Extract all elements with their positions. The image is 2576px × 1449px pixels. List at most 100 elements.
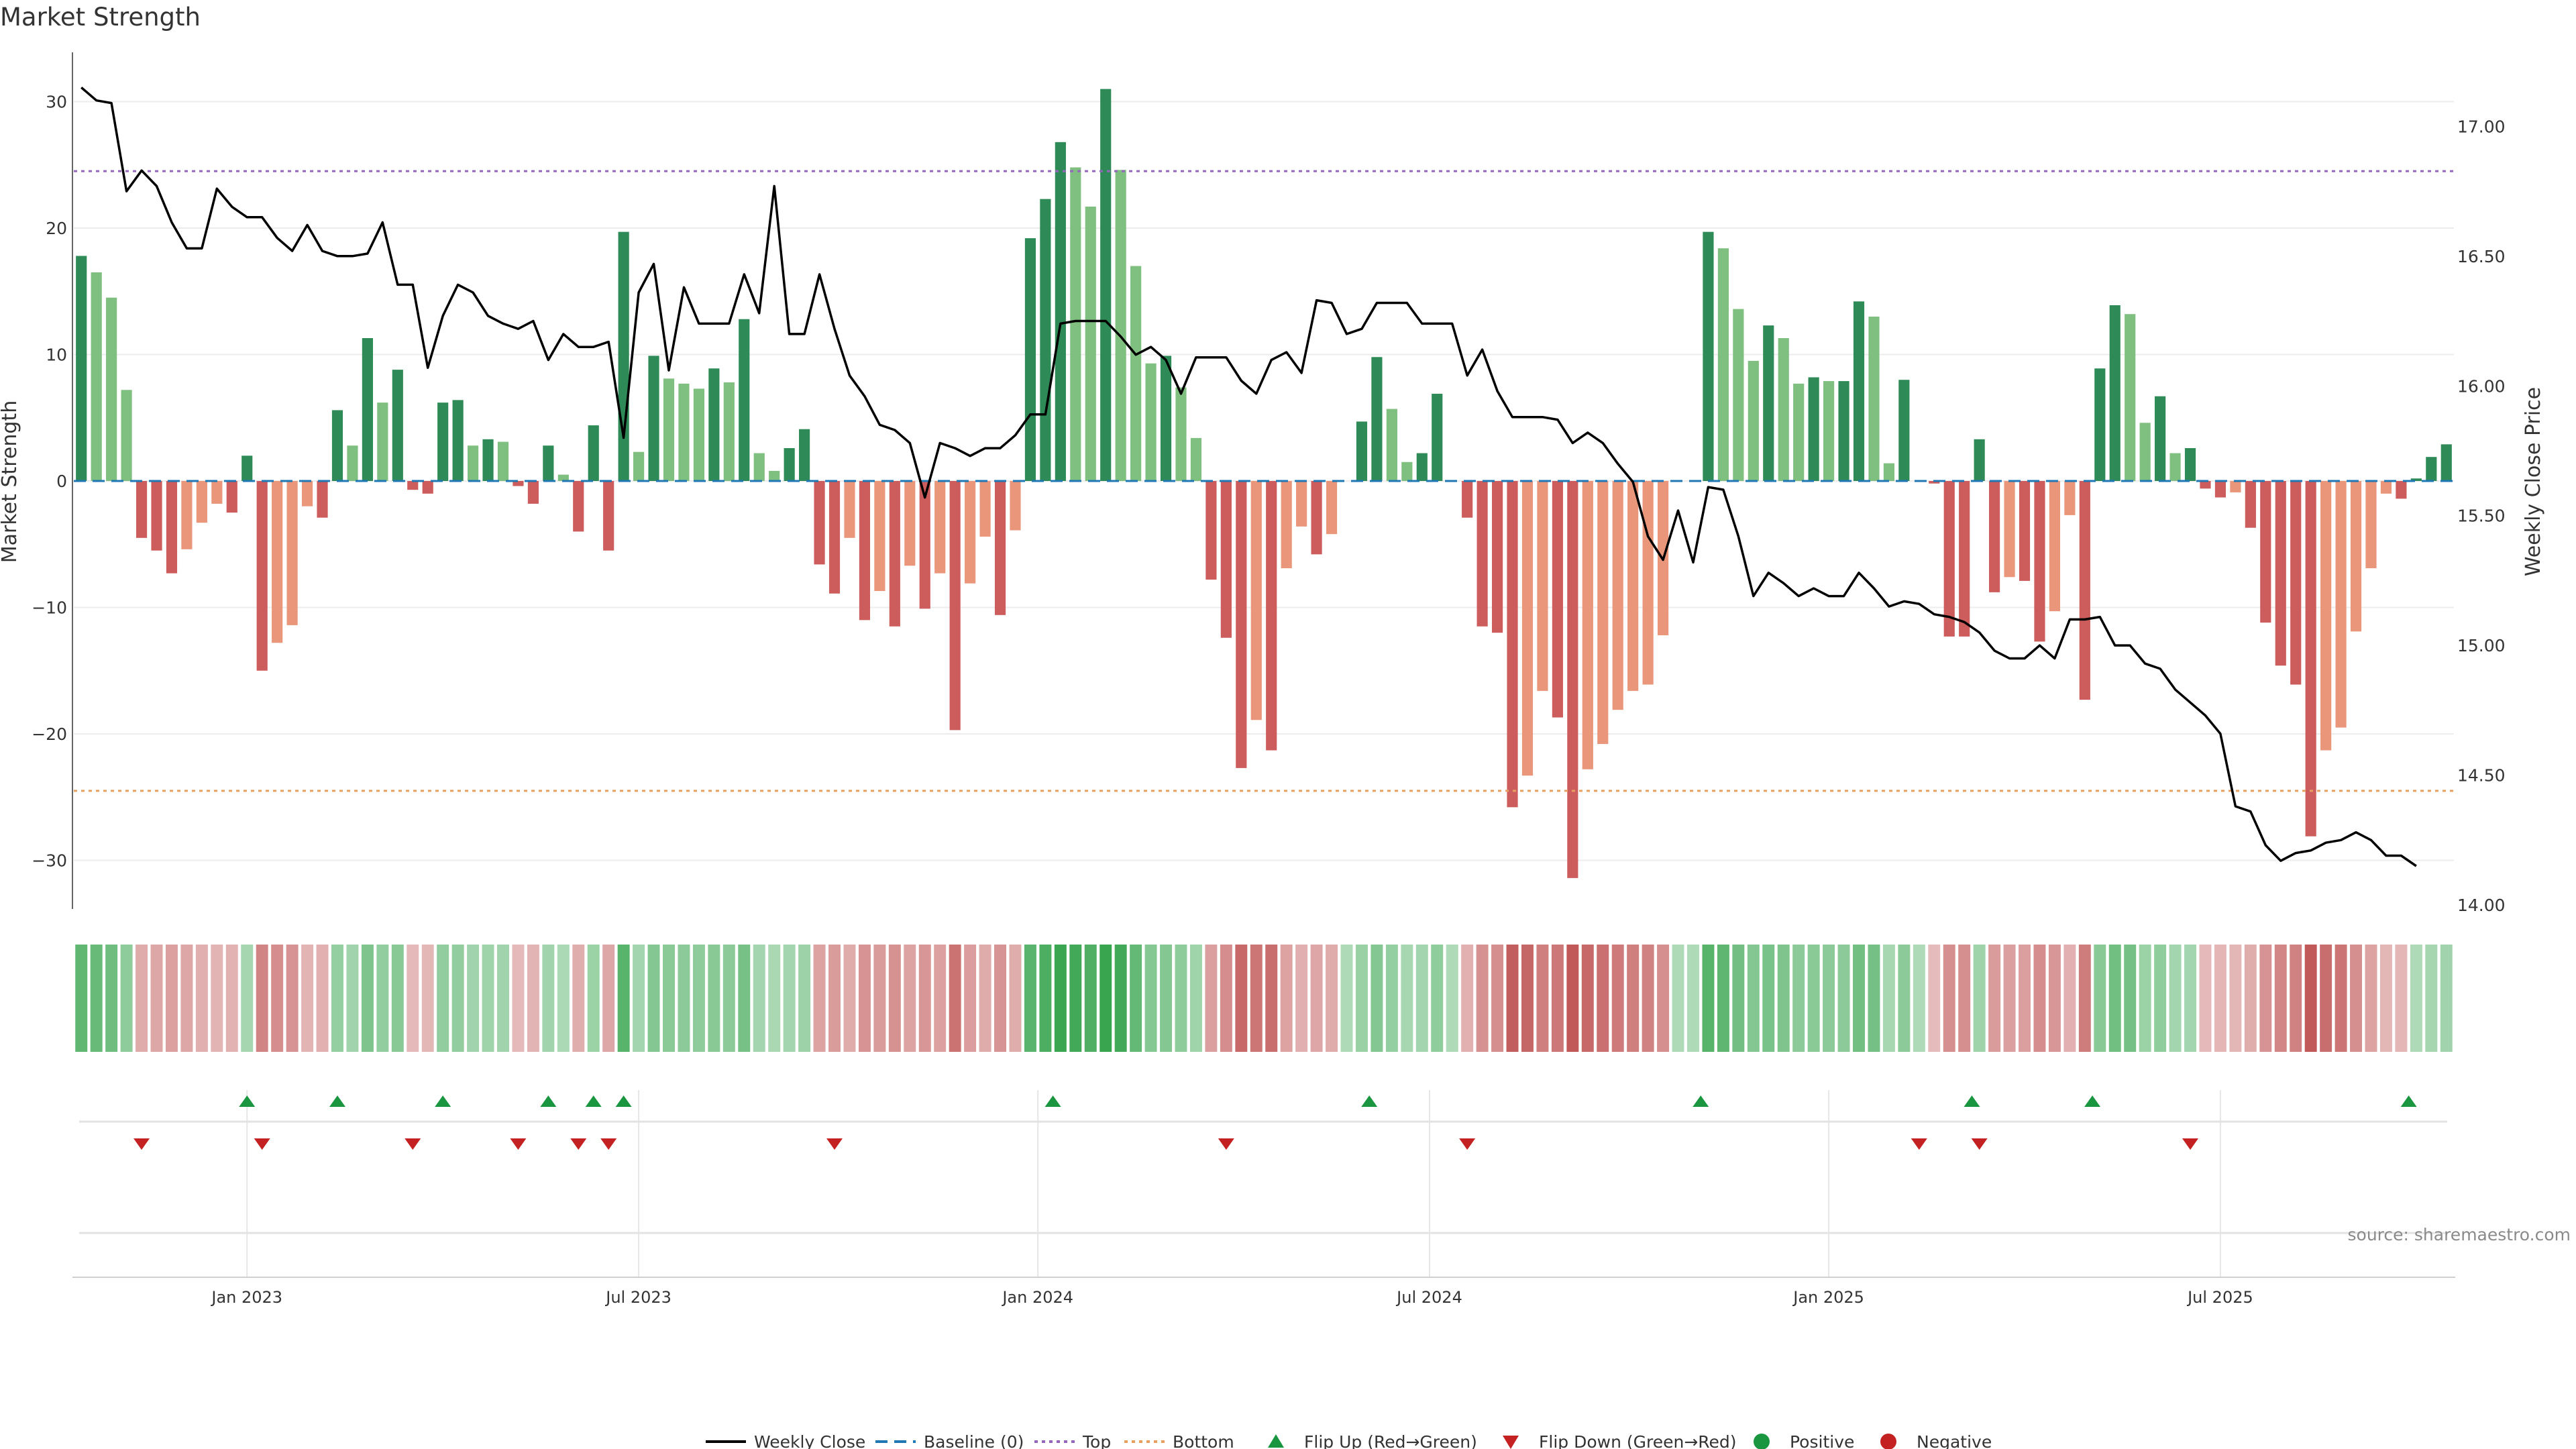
heat-cell — [979, 945, 991, 1052]
weekly-close-layer — [80, 87, 2417, 867]
strength-bar — [2426, 457, 2437, 481]
heat-cell — [1175, 945, 1187, 1052]
y2-tick-label: 16.00 — [2457, 376, 2506, 396]
strength-bar — [2184, 447, 2196, 481]
strength-bar — [1717, 248, 1729, 481]
y-axis-label: Market Strength — [0, 400, 21, 563]
strength-bar — [497, 441, 509, 481]
heat-cell — [1084, 945, 1097, 1052]
strength-bar — [241, 455, 253, 481]
heat-cell — [2063, 945, 2076, 1052]
strength-bar — [377, 402, 388, 481]
heat-cell — [1792, 945, 1805, 1052]
strength-bar — [2305, 481, 2316, 837]
y-tick-label: 20 — [46, 219, 67, 238]
y2-tick-label: 15.50 — [2457, 506, 2506, 526]
heat-cell — [949, 945, 961, 1052]
chart-title: Market Strength — [0, 3, 201, 32]
strength-bar — [1115, 170, 1126, 482]
heat-cell — [1371, 945, 1383, 1052]
strength-bar — [708, 368, 720, 481]
heat-cell — [1385, 945, 1398, 1052]
heat-cell — [1265, 945, 1278, 1052]
heat-cell — [1506, 945, 1519, 1052]
strength-bar — [2214, 481, 2226, 498]
heat-cell — [482, 945, 494, 1052]
flip-down-marker — [1218, 1138, 1234, 1150]
strength-bar — [1943, 481, 1955, 637]
heat-cell — [1566, 945, 1579, 1052]
heat-cell — [1250, 945, 1263, 1052]
heat-cell — [1039, 945, 1052, 1052]
strength-bar — [1040, 199, 1051, 481]
strength-bar — [979, 481, 991, 537]
heat-cell — [467, 945, 480, 1052]
strength-bar — [1733, 309, 1744, 481]
strength-bar — [784, 447, 795, 481]
strength-bar — [2200, 481, 2211, 489]
strength-bar — [2049, 481, 2061, 612]
legend-label: Weekly Close — [754, 1432, 865, 1449]
legend-label: Top — [1082, 1432, 1111, 1449]
heat-cell — [617, 945, 630, 1052]
strength-bar — [1356, 421, 1368, 481]
legend-label: Bottom — [1173, 1432, 1234, 1449]
strength-bar — [2275, 481, 2286, 666]
heat-cell — [150, 945, 163, 1052]
heat-cell — [1823, 945, 1835, 1052]
strength-bar — [317, 481, 328, 518]
y2-axis-label: Weekly Close Price — [2522, 387, 2545, 576]
heat-cell — [2244, 945, 2257, 1052]
strength-bar — [437, 402, 449, 481]
strength-bar — [2019, 481, 2031, 581]
flip-up-marker — [585, 1095, 602, 1107]
heat-cell — [421, 945, 434, 1052]
heat-cell — [2274, 945, 2287, 1052]
strength-bar — [513, 481, 524, 486]
flip-down-marker — [1459, 1138, 1476, 1150]
heat-cell — [301, 945, 314, 1052]
strength-bar — [739, 319, 750, 481]
x-tick-label: Jan 2024 — [1001, 1288, 1073, 1307]
flip-up-marker — [1361, 1095, 1378, 1107]
heat-cell — [195, 945, 208, 1052]
heat-cell — [542, 945, 555, 1052]
heat-cell — [391, 945, 404, 1052]
strength-bar — [1763, 325, 1774, 481]
heat-cell — [1099, 945, 1112, 1052]
x-tick-label: Jan 2023 — [210, 1288, 282, 1307]
strength-bar — [452, 400, 464, 481]
strength-bar — [1823, 381, 1835, 481]
strength-bar — [2139, 423, 2151, 481]
strength-bar — [331, 410, 343, 481]
flip-up-marker — [329, 1095, 345, 1107]
strength-bar — [1175, 387, 1187, 481]
strength-bar — [1266, 481, 1277, 751]
strength-bar — [2320, 481, 2332, 751]
heat-cell — [1189, 945, 1202, 1052]
heat-cell — [1807, 945, 1820, 1052]
heat-cell — [1762, 945, 1775, 1052]
heat-cell — [557, 945, 570, 1052]
heat-cell — [1160, 945, 1173, 1052]
strength-bar — [2109, 305, 2121, 481]
heat-cell — [2019, 945, 2031, 1052]
strength-bar — [723, 382, 735, 481]
heat-cell — [2334, 945, 2347, 1052]
strength-bar — [1838, 381, 1849, 481]
strength-bar — [1236, 481, 1247, 768]
heat-cell — [1310, 945, 1323, 1052]
heat-cell — [1597, 945, 1609, 1052]
flip-down-marker — [510, 1138, 527, 1150]
heat-cell — [1642, 945, 1654, 1052]
strength-bar — [1477, 481, 1488, 627]
heat-cell — [1657, 945, 1670, 1052]
strength-bar — [407, 481, 419, 490]
strength-bar — [2125, 314, 2136, 481]
reference-lines — [74, 170, 2454, 792]
heat-cell — [2078, 945, 2091, 1052]
heat-cell — [75, 945, 88, 1052]
strength-bar — [1462, 481, 1473, 518]
heat-cell — [346, 945, 359, 1052]
heat-cell — [1326, 945, 1338, 1052]
